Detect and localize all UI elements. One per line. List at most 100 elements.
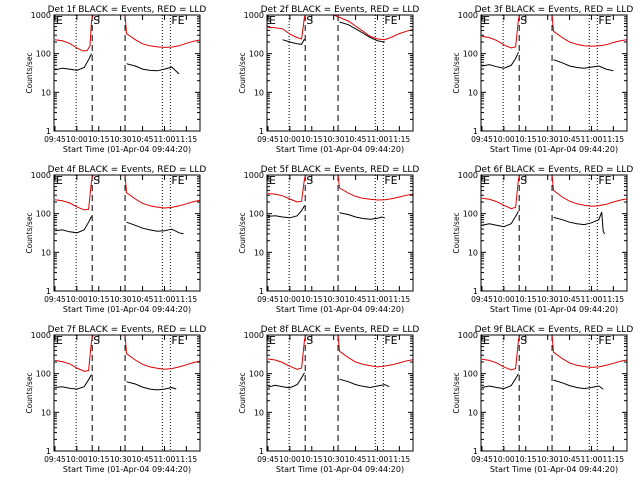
marker-label: FE	[598, 14, 611, 27]
y-tick-label: 10	[468, 408, 478, 417]
y-axis-label: Counts/sec	[452, 212, 461, 253]
x-tick-label: 10:15	[301, 295, 323, 304]
x-tick-label: 10:45	[559, 135, 581, 144]
y-tick-label: 1000	[458, 171, 478, 180]
series-line	[481, 373, 604, 390]
y-axis-label: Counts/sec	[452, 372, 461, 413]
x-tick-label: 10:30	[323, 455, 345, 464]
plot-frame	[480, 174, 628, 292]
y-tick-label: 10	[41, 248, 51, 257]
x-tick-label: 10:30	[537, 295, 559, 304]
y-axis-label: Counts/sec	[25, 372, 34, 413]
chart-title: Det 7f BLACK = Events, RED = LLD	[48, 325, 207, 335]
x-tick-label: 11:00	[154, 455, 176, 464]
series-line	[267, 14, 413, 41]
y-tick-label: 1000	[244, 331, 264, 340]
x-tick-label: 11:15	[389, 135, 411, 144]
series-line	[54, 216, 184, 235]
marker-label: E	[56, 14, 63, 27]
x-tick-label: 11:15	[389, 295, 411, 304]
x-axis-label: Start Time (01-Apr-04 09:44:20)	[63, 145, 191, 154]
marker-label: S	[93, 14, 100, 27]
x-tick-label: 10:15	[515, 455, 537, 464]
y-tick-label: 1	[473, 447, 478, 456]
marker-label: E	[269, 174, 276, 187]
series-line	[481, 14, 627, 49]
x-tick-label: 11:15	[603, 455, 625, 464]
y-tick-label: 1000	[458, 331, 478, 340]
x-tick-label: 10:00	[493, 455, 515, 464]
y-tick-label: 1	[473, 127, 478, 136]
x-tick-label: 09:45	[44, 135, 66, 144]
y-tick-label: 1	[46, 287, 51, 296]
x-tick-label: 11:00	[154, 295, 176, 304]
x-tick-label: 11:00	[367, 295, 389, 304]
marker-label: S	[520, 334, 527, 347]
marker-label: S	[93, 174, 100, 187]
x-tick-label: 09:45	[471, 135, 493, 144]
x-axis-label: Start Time (01-Apr-04 09:44:20)	[276, 145, 404, 154]
plot-frame	[480, 334, 628, 452]
x-tick-label: 10:00	[493, 295, 515, 304]
marker-label: FE	[171, 14, 184, 27]
marker-label: FE	[171, 334, 184, 347]
x-tick-label: 11:00	[367, 455, 389, 464]
y-axis-label: Counts/sec	[238, 212, 247, 253]
y-tick-label: 100	[249, 50, 264, 59]
series-line	[54, 374, 177, 391]
x-tick-label: 11:15	[389, 455, 411, 464]
x-axis-label: Start Time (01-Apr-04 09:44:20)	[63, 465, 191, 474]
y-tick-label: 1000	[31, 331, 51, 340]
y-axis-label: Counts/sec	[452, 52, 461, 93]
chart-title: Det 3f BLACK = Events, RED = LLD	[475, 5, 634, 15]
chart-title: Det 1f BLACK = Events, RED = LLD	[48, 5, 207, 15]
y-tick-label: 100	[249, 370, 264, 379]
y-tick-label: 10	[254, 408, 264, 417]
x-tick-label: 10:00	[279, 295, 301, 304]
series-line	[54, 14, 200, 52]
marker-label: S	[520, 174, 527, 187]
x-tick-label: 10:45	[132, 135, 154, 144]
x-tick-label: 10:00	[279, 455, 301, 464]
y-tick-label: 1	[473, 287, 478, 296]
x-tick-label: 10:15	[301, 135, 323, 144]
marker-label: E	[483, 174, 490, 187]
marker-label: E	[56, 334, 63, 347]
y-axis-label: Counts/sec	[238, 52, 247, 93]
x-axis-label: Start Time (01-Apr-04 09:44:20)	[490, 465, 618, 474]
marker-label: FE	[598, 174, 611, 187]
marker-label: S	[306, 334, 313, 347]
chart-title: Det 4f BLACK = Events, RED = LLD	[48, 165, 207, 175]
marker-label: E	[483, 14, 490, 27]
x-tick-label: 10:30	[537, 135, 559, 144]
y-tick-label: 100	[36, 210, 51, 219]
series-line	[267, 372, 390, 389]
marker-label: E	[269, 14, 276, 27]
y-tick-label: 10	[41, 408, 51, 417]
plot-frame	[266, 14, 414, 132]
series-line	[481, 211, 606, 235]
y-tick-label: 1000	[458, 11, 478, 20]
y-tick-label: 10	[254, 248, 264, 257]
x-tick-label: 09:45	[44, 455, 66, 464]
x-tick-label: 10:15	[515, 295, 537, 304]
y-tick-label: 100	[463, 50, 478, 59]
marker-label: S	[520, 14, 527, 27]
marker-label: FE	[384, 174, 397, 187]
x-tick-label: 10:15	[88, 295, 110, 304]
x-tick-label: 11:00	[581, 135, 603, 144]
x-tick-label: 09:45	[471, 295, 493, 304]
plot-frame	[53, 174, 201, 292]
x-tick-label: 10:15	[88, 135, 110, 144]
x-tick-label: 10:30	[537, 455, 559, 464]
x-tick-label: 10:00	[66, 455, 88, 464]
y-tick-label: 1	[259, 287, 264, 296]
x-tick-label: 11:00	[154, 135, 176, 144]
x-tick-label: 10:00	[66, 295, 88, 304]
y-axis-label: Counts/sec	[238, 372, 247, 413]
x-tick-label: 10:45	[345, 295, 367, 304]
y-tick-label: 100	[36, 370, 51, 379]
